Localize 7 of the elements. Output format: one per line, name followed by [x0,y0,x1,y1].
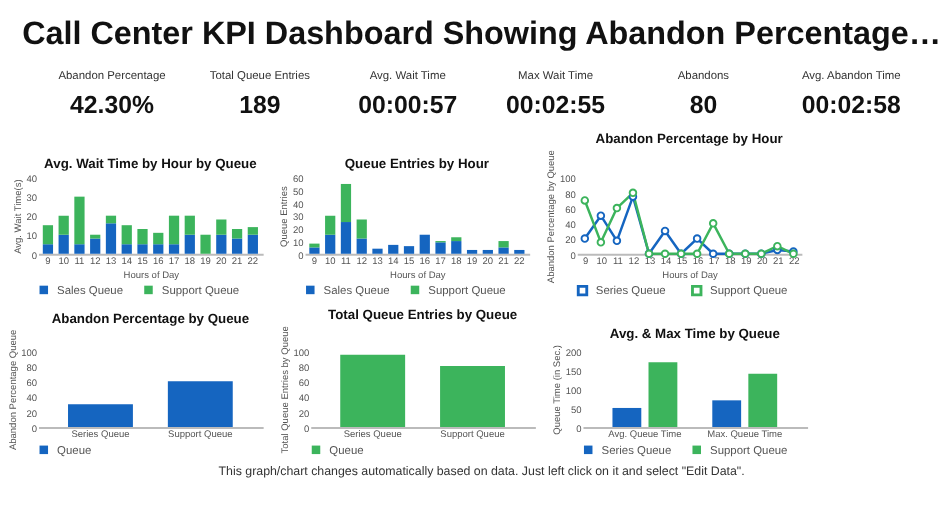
text: 189 [239,90,281,119]
text: 80 [689,90,718,119]
text: 00:02:55 [506,90,606,119]
text: Call Center KPI Dashboard Showing Abandon Percentage… [22,16,942,53]
text: 00:02:58 [801,90,901,119]
text: 00:00:57 [358,90,458,119]
text: 42.30% [70,90,154,119]
